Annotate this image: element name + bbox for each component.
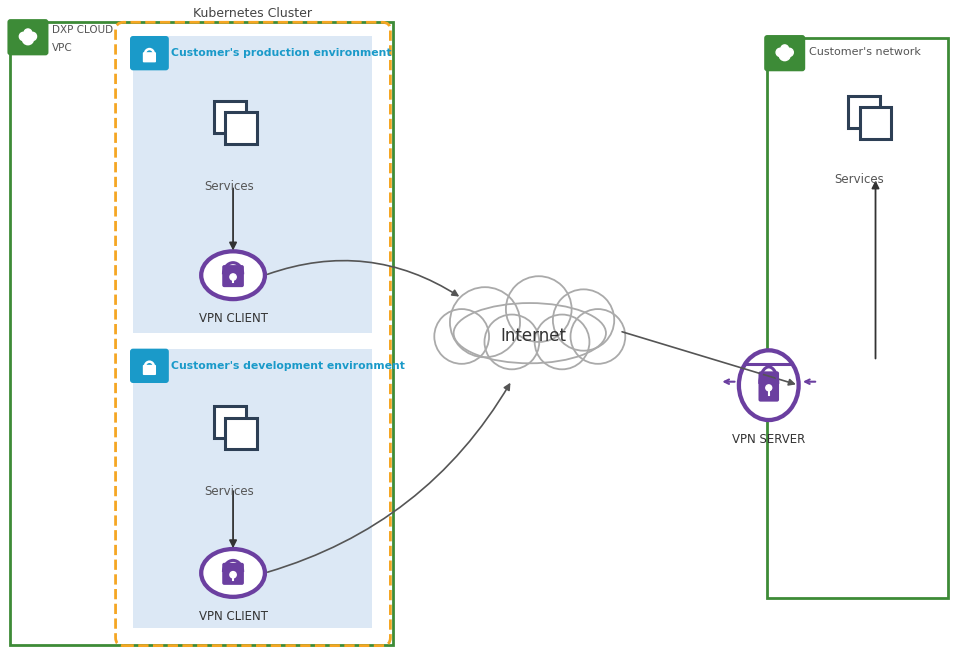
Circle shape: [553, 289, 613, 351]
Text: Services: Services: [834, 173, 883, 186]
Ellipse shape: [201, 251, 264, 299]
FancyBboxPatch shape: [223, 564, 242, 584]
Circle shape: [765, 385, 771, 391]
Circle shape: [570, 309, 625, 364]
FancyBboxPatch shape: [134, 349, 372, 628]
Ellipse shape: [201, 549, 264, 597]
Text: Kubernetes Cluster: Kubernetes Cluster: [193, 7, 312, 20]
Circle shape: [776, 48, 783, 57]
FancyBboxPatch shape: [130, 36, 169, 70]
Circle shape: [24, 29, 32, 36]
FancyBboxPatch shape: [225, 417, 257, 449]
FancyBboxPatch shape: [213, 406, 246, 438]
Circle shape: [433, 309, 488, 364]
FancyBboxPatch shape: [225, 112, 257, 144]
FancyBboxPatch shape: [142, 365, 156, 375]
Text: VPN SERVER: VPN SERVER: [731, 433, 804, 446]
Text: VPC: VPC: [52, 43, 72, 53]
FancyBboxPatch shape: [859, 107, 891, 139]
Circle shape: [230, 572, 236, 578]
FancyBboxPatch shape: [134, 36, 372, 333]
Circle shape: [778, 49, 789, 61]
FancyBboxPatch shape: [848, 96, 879, 128]
Circle shape: [780, 45, 788, 53]
FancyBboxPatch shape: [213, 101, 246, 133]
Circle shape: [28, 33, 37, 40]
FancyBboxPatch shape: [8, 19, 48, 55]
Ellipse shape: [454, 303, 605, 363]
Text: VPN CLIENT: VPN CLIENT: [198, 610, 267, 623]
FancyBboxPatch shape: [223, 266, 242, 286]
Circle shape: [505, 276, 571, 342]
FancyBboxPatch shape: [759, 372, 777, 400]
Circle shape: [230, 274, 236, 280]
FancyBboxPatch shape: [763, 35, 804, 72]
Circle shape: [484, 314, 539, 369]
Circle shape: [450, 287, 520, 357]
FancyBboxPatch shape: [130, 349, 169, 383]
Text: Services: Services: [204, 485, 254, 498]
Text: VPN CLIENT: VPN CLIENT: [198, 312, 267, 325]
Ellipse shape: [738, 350, 798, 420]
Text: Customer's production environment: Customer's production environment: [171, 48, 391, 58]
Circle shape: [534, 314, 589, 369]
FancyBboxPatch shape: [142, 52, 156, 62]
Text: Internet: Internet: [500, 327, 566, 346]
Circle shape: [22, 34, 34, 45]
Circle shape: [19, 33, 28, 40]
Circle shape: [784, 48, 793, 57]
Text: Services: Services: [204, 180, 254, 193]
Text: Customer's network: Customer's network: [808, 47, 920, 57]
Text: Customer's development environment: Customer's development environment: [171, 361, 405, 371]
Text: DXP CLOUD: DXP CLOUD: [52, 25, 112, 35]
